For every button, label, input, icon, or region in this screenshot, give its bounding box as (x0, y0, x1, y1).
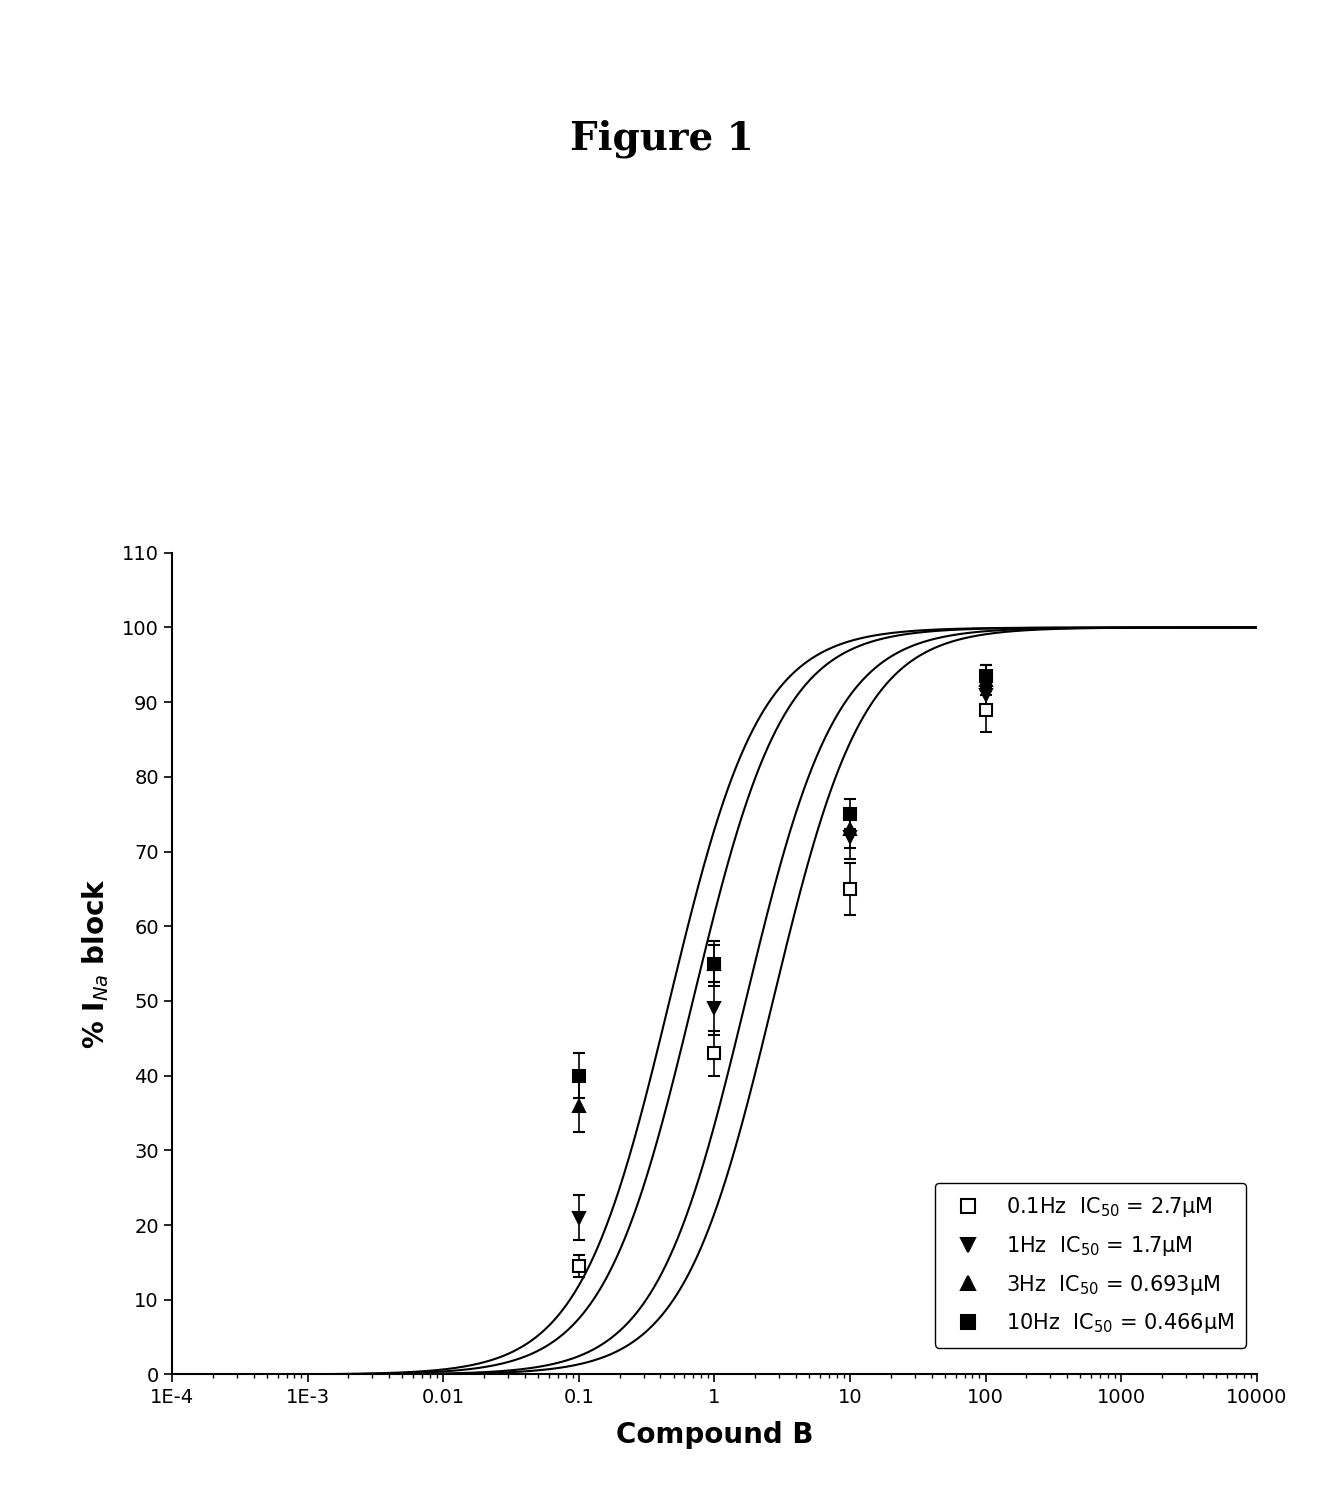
Text: Figure 1: Figure 1 (570, 120, 753, 158)
Y-axis label: % I$_{Na}$ block: % I$_{Na}$ block (79, 878, 111, 1049)
Legend: 0.1Hz  IC$_{50}$ = 2.7μM, 1Hz  IC$_{50}$ = 1.7μM, 3Hz  IC$_{50}$ = 0.693μM, 10Hz: 0.1Hz IC$_{50}$ = 2.7μM, 1Hz IC$_{50}$ =… (935, 1183, 1246, 1348)
X-axis label: Compound B: Compound B (615, 1421, 814, 1449)
